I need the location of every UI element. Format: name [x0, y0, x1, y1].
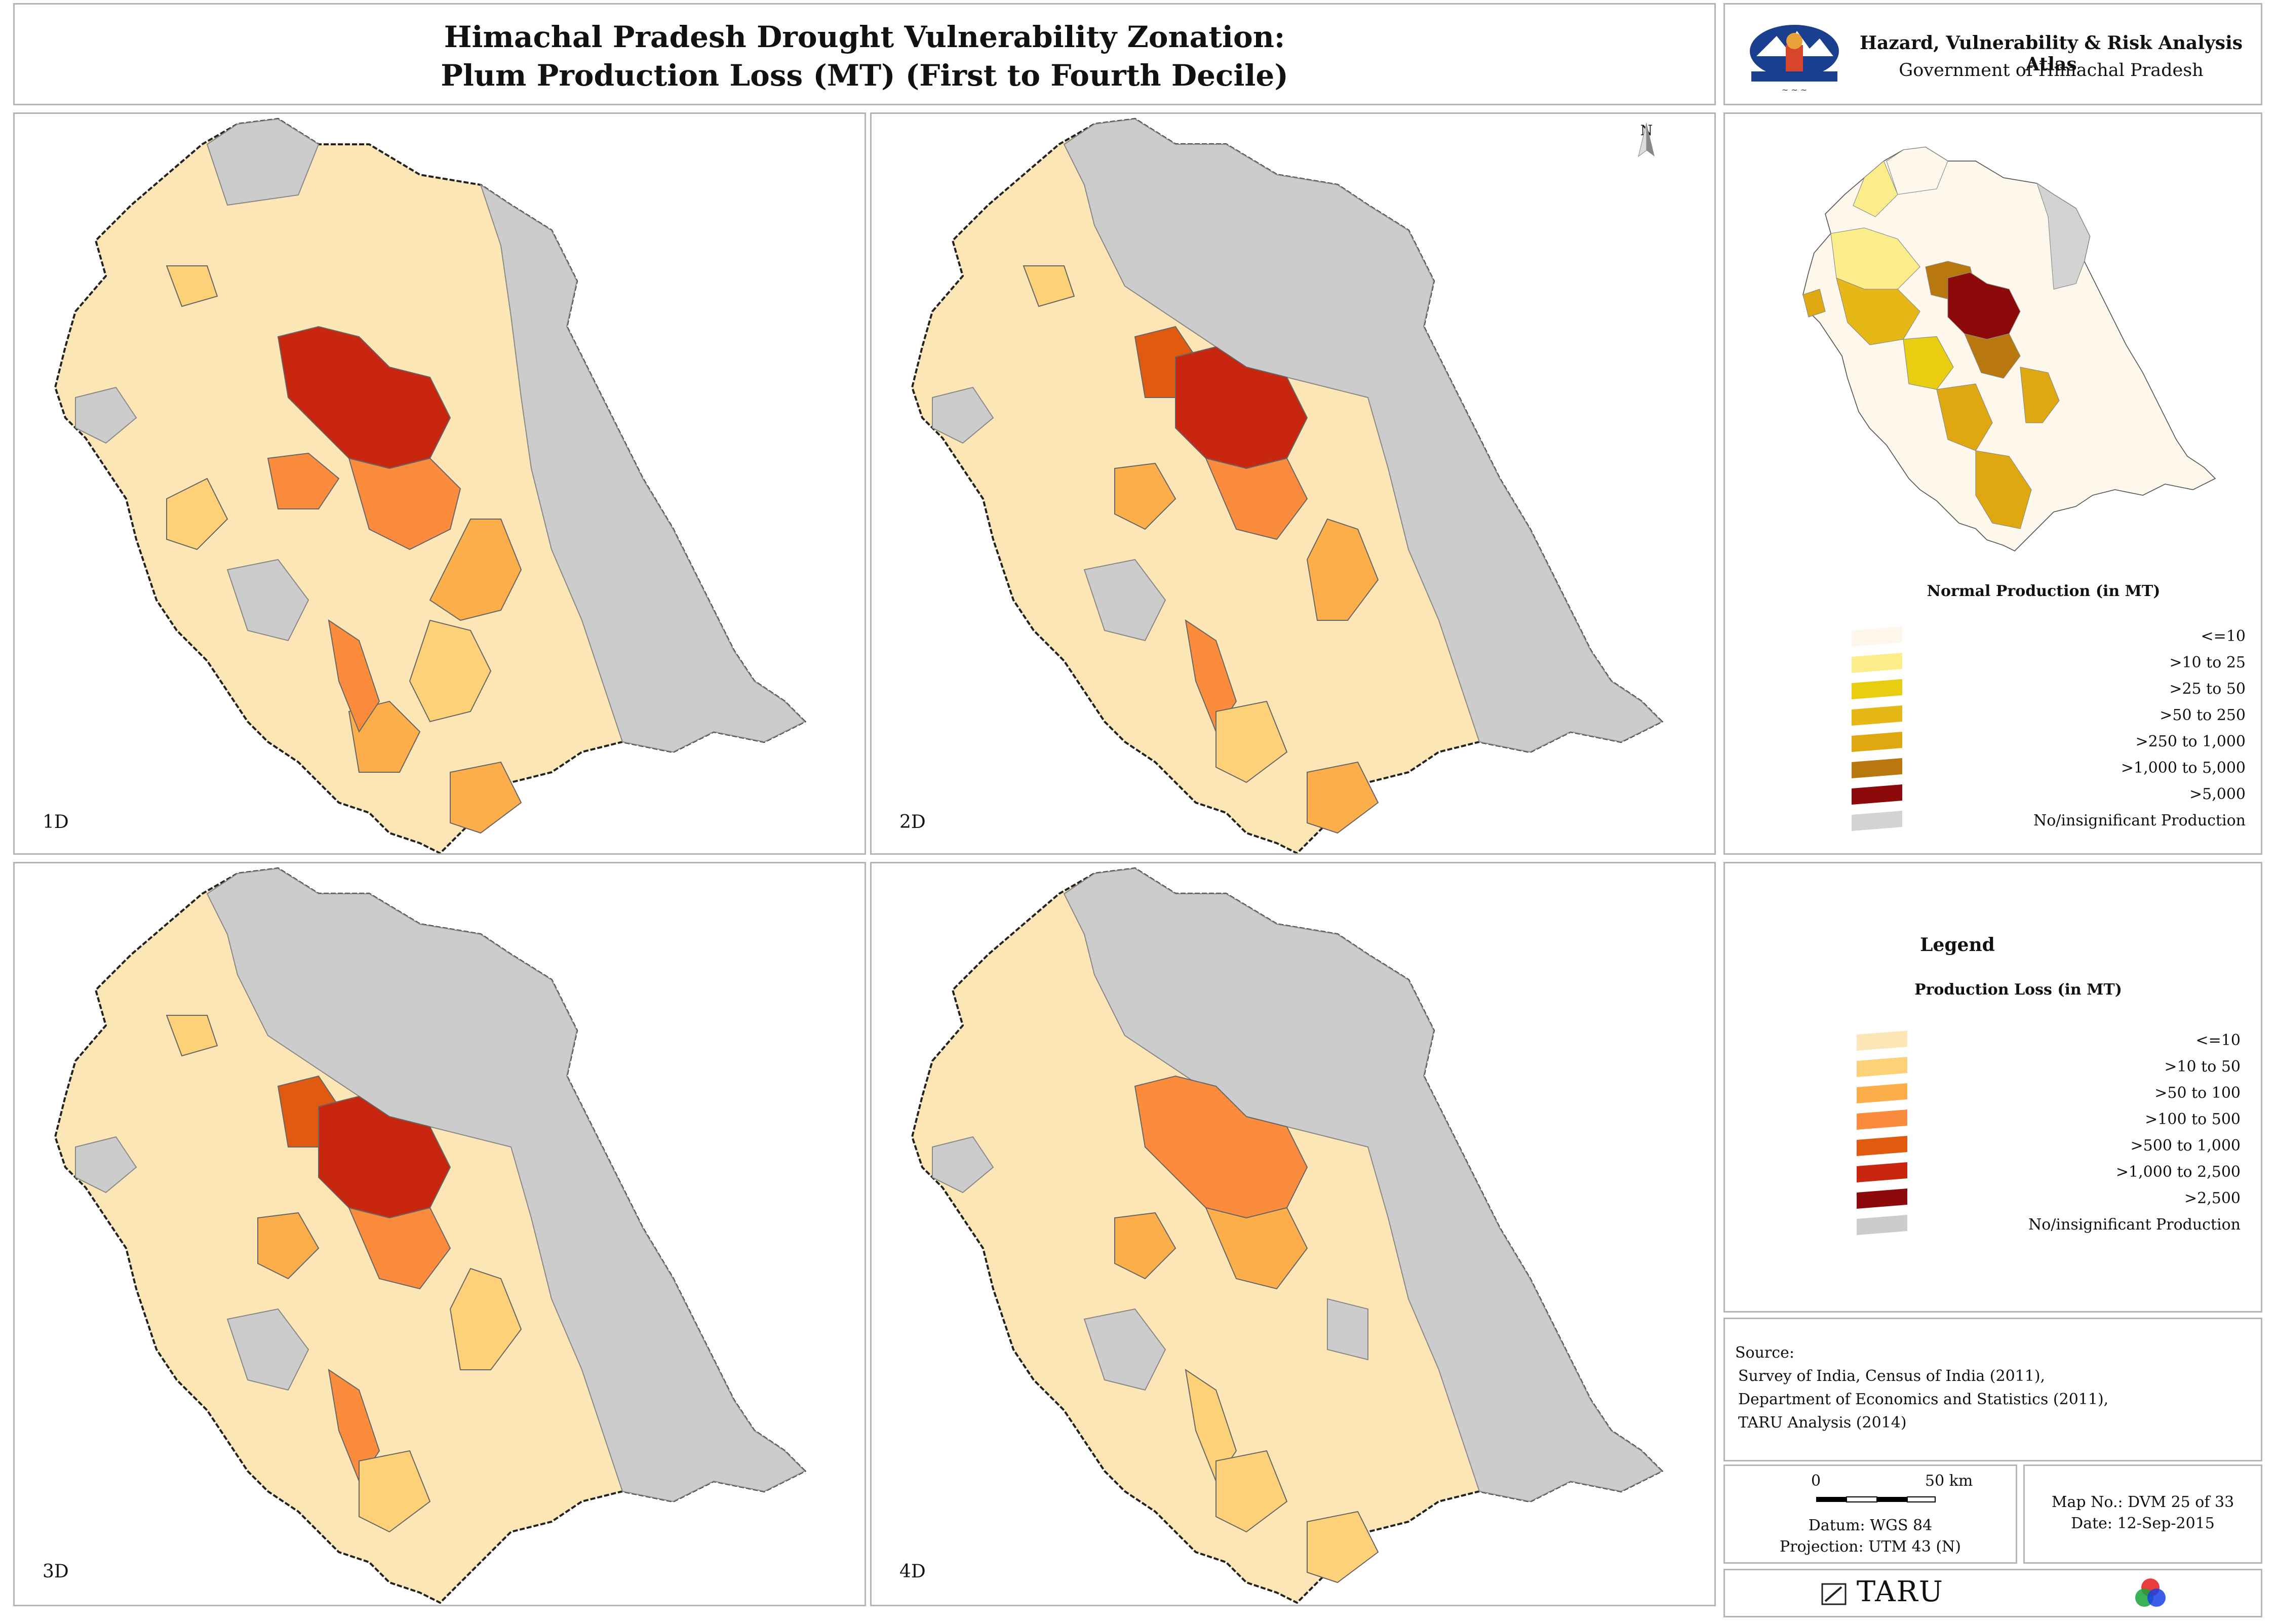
loss-legend-item-row: >500 to 1,000 [1725, 1136, 2261, 1157]
normal-legend-item-swatch [1852, 732, 1902, 752]
datum-label: Datum: WGS 84 [1808, 1517, 1933, 1534]
loss-legend-item-swatch [1857, 1215, 1907, 1235]
projection-label: Projection: UTM 43 (N) [1779, 1538, 1961, 1556]
loss-legend-item-row: >2,500 [1725, 1189, 2261, 1210]
title-line-2: Plum Production Loss (MT) (First to Four… [441, 58, 1288, 93]
normal-legend-item-row: >250 to 1,000 [1725, 732, 2261, 753]
source-panel: Source: Survey of India, Census of India… [1723, 1318, 2262, 1461]
map-panel-3d: 3D [13, 862, 866, 1606]
normal-legend-item-row: >10 to 25 [1725, 653, 2261, 674]
normal-legend-item-label: >25 to 50 [2169, 680, 2246, 698]
map-4d [911, 867, 1664, 1604]
loss-legend-title: Production Loss (in MT) [1914, 981, 2122, 999]
normal-legend-item-label: >50 to 250 [2160, 706, 2246, 724]
normal-legend-item-swatch [1852, 705, 1902, 726]
normal-production-map [1802, 146, 2216, 552]
map-title: Himachal Pradesh Drought Vulnerability Z… [15, 18, 1714, 95]
decile-label-3d: 3D [43, 1561, 69, 1582]
normal-legend-item-row: >50 to 250 [1725, 705, 2261, 727]
loss-legend-item-label: >2,500 [2184, 1190, 2241, 1207]
normal-legend-item-swatch [1852, 811, 1902, 831]
normal-legend-item-row: >1,000 to 5,000 [1725, 758, 2261, 779]
taru-logo: TARU [1821, 1575, 1944, 1608]
taru-logo-icon [1821, 1583, 1847, 1605]
decile-label-2d: 2D [899, 812, 926, 833]
map-1d [54, 117, 807, 853]
loss-legend-item-row: >10 to 50 [1725, 1057, 2261, 1078]
normal-legend-item-swatch [1852, 653, 1902, 673]
normal-legend-item-swatch [1852, 626, 1902, 647]
loss-legend-item-label: >10 to 50 [2164, 1058, 2241, 1076]
atlas-subtitle: Government of Himachal Pradesh [1899, 60, 2204, 81]
loss-legend-item-swatch [1857, 1057, 1907, 1077]
loss-legend-item-label: >100 to 500 [2145, 1111, 2241, 1128]
loss-legend-item-label: >50 to 100 [2154, 1084, 2241, 1102]
atlas-title: Hazard, Vulnerability & Risk Analysis At… [1859, 32, 2243, 75]
loss-legend-item-swatch [1857, 1110, 1907, 1130]
normal-legend-item-row: >25 to 50 [1725, 679, 2261, 700]
loss-legend-item-swatch [1857, 1136, 1907, 1156]
himachal-emblem-icon: ~ ~ ~ [1750, 25, 1839, 95]
scale-end: 50 km [1925, 1472, 1973, 1490]
normal-legend-item-label: No/insignificant Production [2033, 812, 2246, 829]
normal-legend-item-row: No/insignificant Production [1725, 811, 2261, 832]
scale-bar [1816, 1496, 1936, 1502]
normal-legend-item-label: >250 to 1,000 [2135, 733, 2246, 750]
map-info-panel: Map No.: DVM 25 of 33 Date: 12-Sep-2015 [2023, 1464, 2262, 1564]
loss-legend-item-row: <=10 [1725, 1031, 2261, 1052]
loss-legend-item-row: >50 to 100 [1725, 1083, 2261, 1104]
map-date: Date: 12-Sep-2015 [2071, 1515, 2215, 1532]
map-panel-1d: 1D [13, 112, 866, 855]
normal-legend-item-label: <=10 [2201, 627, 2246, 645]
north-arrow: N [1636, 122, 1657, 157]
loss-legend-item-row: No/insignificant Production [1725, 1215, 2261, 1236]
source-line-1: Survey of India, Census of India (2011), [1738, 1367, 2046, 1385]
map-panel-4d: 4D [870, 862, 1716, 1606]
svg-text:~ ~ ~: ~ ~ ~ [1782, 85, 1807, 95]
scale-panel: 0 50 km Datum: WGS 84 Projection: UTM 43… [1723, 1464, 2017, 1564]
normal-legend-item-swatch [1852, 679, 1902, 699]
loss-legend-item-label: No/insignificant Production [2028, 1216, 2241, 1234]
rgb-circles-icon [2135, 1578, 2166, 1607]
normal-legend-item-label: >5,000 [2189, 785, 2246, 803]
loss-legend-item-swatch [1857, 1083, 1907, 1103]
decile-label-1d: 1D [43, 812, 69, 833]
normal-production-legend-title: Normal Production (in MT) [1927, 582, 2161, 600]
atlas-header: ~ ~ ~ Hazard, Vulnerability & Risk Analy… [1723, 3, 2262, 105]
state-outline-1d [54, 117, 807, 853]
normal-production-panel: Normal Production (in MT) <=10 >10 to 25 >… [1723, 112, 2262, 855]
decile-label-4d: 4D [899, 1561, 926, 1582]
loss-legend-item-label: <=10 [2195, 1032, 2241, 1049]
map-number: Map No.: DVM 25 of 33 [2051, 1493, 2234, 1511]
normal-legend-item-label: >10 to 25 [2169, 654, 2246, 671]
source-heading: Source: [1735, 1344, 1794, 1362]
map-panel-2d: N 2D [870, 112, 1716, 855]
source-line-3: TARU Analysis (2014) [1738, 1414, 1907, 1432]
map-2d [911, 117, 1664, 853]
map-3d [54, 867, 807, 1604]
normal-legend-item-row: >5,000 [1725, 784, 2261, 806]
loss-legend-item-label: >1,000 to 2,500 [2115, 1163, 2241, 1181]
loss-legend-item-row: >1,000 to 2,500 [1725, 1162, 2261, 1183]
loss-legend-item-swatch [1857, 1162, 1907, 1182]
loss-legend-item-row: >100 to 500 [1725, 1110, 2261, 1131]
scale-start: 0 [1811, 1472, 1821, 1490]
loss-legend-item-label: >500 to 1,000 [2130, 1137, 2241, 1155]
normal-legend-item-swatch [1852, 784, 1902, 805]
logo-panel: TARU [1723, 1569, 2262, 1617]
taru-label: TARU [1856, 1575, 1944, 1608]
loss-legend-item-swatch [1857, 1189, 1907, 1209]
north-arrow-icon [1638, 123, 1655, 157]
normal-legend-item-label: >1,000 to 5,000 [2121, 759, 2246, 777]
loss-legend-item-swatch [1857, 1031, 1907, 1051]
legend-heading: Legend [1920, 934, 1995, 956]
loss-legend-panel: Legend Production Loss (in MT) <=10 >10 t… [1723, 862, 2262, 1313]
title-panel: Himachal Pradesh Drought Vulnerability Z… [13, 3, 1716, 105]
source-line-2: Department of Economics and Statistics (… [1738, 1391, 2109, 1408]
normal-legend-item-row: <=10 [1725, 626, 2261, 648]
title-line-1: Himachal Pradesh Drought Vulnerability Z… [444, 20, 1285, 54]
normal-legend-item-swatch [1852, 758, 1902, 778]
